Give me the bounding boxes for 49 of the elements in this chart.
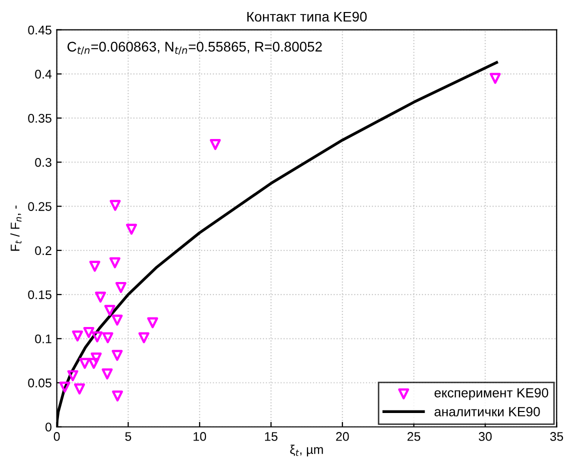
point xyxy=(88,358,100,369)
point xyxy=(112,314,123,326)
legend-label: експеримент KE90 xyxy=(434,388,548,400)
x-tick-label: 15 xyxy=(265,432,278,441)
annotation: C$_{t/n}$=0.060863, N$_{t/n}$=0.55865, R=0.80052 xyxy=(68,42,322,55)
x-tick-label: 5 xyxy=(125,432,132,441)
point xyxy=(72,330,84,342)
y-tick-label: 0.4 xyxy=(35,70,52,79)
y-tick-label: 0.35 xyxy=(28,114,52,123)
point xyxy=(109,257,120,268)
y-tick-label: 0.3 xyxy=(35,158,52,167)
point xyxy=(92,331,103,342)
y-tick-label: 0 xyxy=(45,422,52,432)
y-tick-label: 0.45 xyxy=(28,26,52,34)
y-tick-label: 0.15 xyxy=(28,290,52,300)
point xyxy=(59,382,70,393)
y-axis-title: F$_{t}$ / F$_{n}$, - xyxy=(10,206,22,251)
y-tick-label: 0.1 xyxy=(35,334,52,344)
point xyxy=(90,352,102,364)
x-tick-label: 10 xyxy=(194,432,206,441)
x-tick-label: 20 xyxy=(336,432,349,441)
point xyxy=(147,317,158,328)
point xyxy=(126,224,137,235)
x-tick-label: 35 xyxy=(550,432,564,441)
point xyxy=(104,304,116,316)
y-tick-label: 0.05 xyxy=(28,378,52,388)
chart-title: Контакт типа KE90 xyxy=(247,12,367,22)
point xyxy=(74,383,86,394)
point xyxy=(138,332,150,344)
x-axis-title: ξ$_{t}$, µm xyxy=(290,444,323,456)
point xyxy=(110,200,121,211)
point xyxy=(67,370,78,382)
point xyxy=(79,358,90,369)
point xyxy=(89,260,100,272)
y-tick-label: 0.25 xyxy=(28,202,52,211)
legend-label: аналитички KE90 xyxy=(434,407,540,416)
point xyxy=(210,139,221,150)
y-tick-label: 0.2 xyxy=(35,246,52,256)
x-tick-label: 0 xyxy=(54,432,60,441)
point xyxy=(95,292,106,303)
x-tick-label: 30 xyxy=(478,432,492,441)
point xyxy=(102,332,114,344)
point xyxy=(83,326,94,338)
x-tick-label: 25 xyxy=(408,432,420,441)
point xyxy=(112,390,123,402)
point xyxy=(115,282,126,293)
point xyxy=(490,72,501,84)
point xyxy=(102,368,113,380)
point xyxy=(112,350,123,361)
